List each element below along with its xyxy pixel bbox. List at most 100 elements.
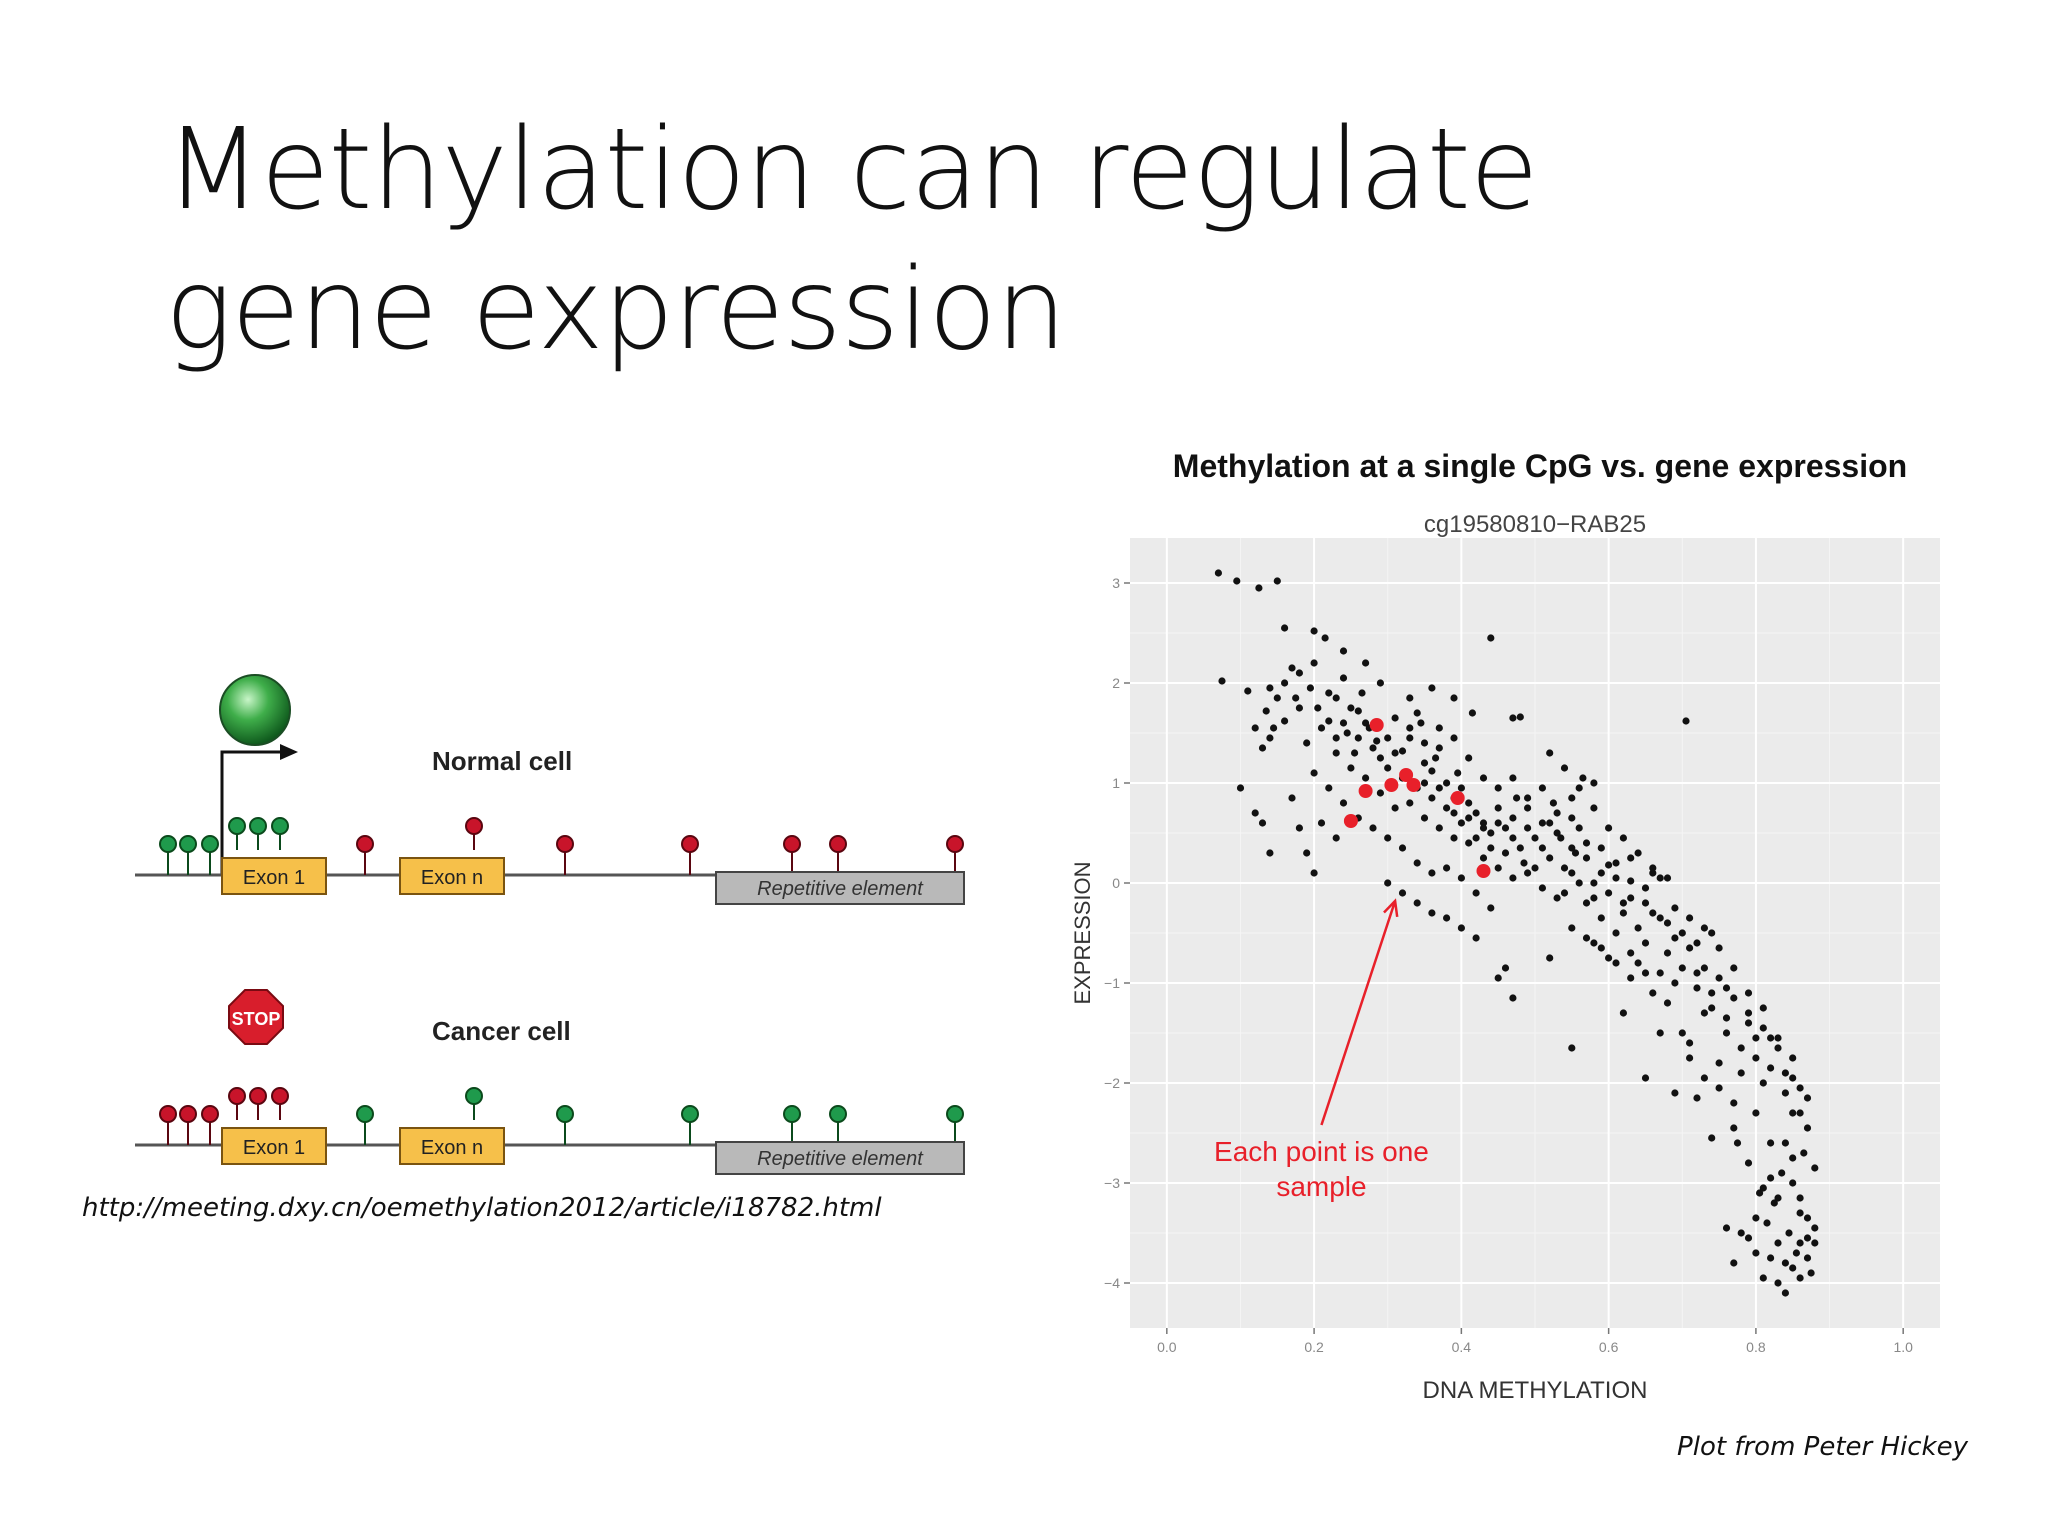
methylated-cpg-icon <box>159 1087 289 1145</box>
data-point <box>1273 694 1281 702</box>
data-point <box>1450 734 1458 742</box>
highlighted-data-point <box>1406 778 1421 792</box>
data-point <box>1568 869 1576 877</box>
data-point <box>1520 859 1528 867</box>
data-point <box>1722 984 1731 992</box>
data-point <box>1759 1079 1767 1087</box>
data-point <box>1479 854 1488 862</box>
data-point <box>1524 794 1532 802</box>
data-point <box>1619 909 1627 917</box>
data-point <box>1634 959 1642 967</box>
data-point <box>1332 834 1340 842</box>
data-point <box>1339 647 1348 655</box>
data-point <box>1413 899 1421 907</box>
data-point <box>1678 1029 1686 1037</box>
data-point <box>1516 713 1524 721</box>
data-point <box>1796 1084 1804 1092</box>
data-point <box>1730 994 1738 1002</box>
data-point <box>1730 1259 1738 1267</box>
data-point <box>1715 1084 1723 1092</box>
data-point <box>1619 1009 1627 1017</box>
data-point <box>1384 734 1392 742</box>
y-tick-label: −4 <box>1104 1275 1120 1291</box>
data-point <box>1582 854 1591 862</box>
data-point <box>1428 909 1436 917</box>
data-point <box>1605 824 1613 832</box>
data-point <box>1524 824 1532 832</box>
data-point <box>1759 1184 1767 1192</box>
data-point <box>1468 709 1476 717</box>
data-point <box>1774 1279 1782 1287</box>
data-point <box>1612 859 1620 867</box>
data-point <box>1531 864 1539 872</box>
y-tick-label: 0 <box>1112 875 1120 891</box>
repetitive-element-box <box>715 1141 965 1175</box>
chart-title: Methylation at a single CpG vs. gene exp… <box>1172 448 1908 484</box>
highlighted-data-point <box>1369 718 1384 732</box>
data-point <box>1306 684 1314 692</box>
data-point <box>1605 861 1613 869</box>
data-point <box>1774 1044 1782 1052</box>
data-point <box>1597 944 1605 952</box>
data-point <box>1214 569 1222 577</box>
data-point <box>1582 934 1591 942</box>
data-point <box>1398 889 1407 897</box>
data-point <box>1781 1069 1789 1077</box>
data-point <box>1292 694 1300 702</box>
data-point <box>1317 724 1326 732</box>
data-point <box>1465 754 1473 762</box>
data-point <box>1715 944 1723 952</box>
annotation-arrow <box>1320 900 1397 1126</box>
methylation-diagram: Normal cell Exon 1 Exon n Repetitive ele… <box>135 674 965 1175</box>
slide-title-line-2: gene expression <box>165 245 1067 375</box>
data-point <box>1590 779 1598 787</box>
data-point <box>1494 974 1502 982</box>
data-point <box>1457 874 1465 882</box>
data-point <box>1236 784 1245 792</box>
data-point <box>1568 814 1576 822</box>
repetitive-element-label: Repetitive element <box>757 878 924 900</box>
data-point <box>1266 734 1274 742</box>
data-point <box>1590 894 1598 902</box>
data-point <box>1509 774 1517 782</box>
data-point <box>1774 1034 1782 1042</box>
data-point <box>1266 849 1274 857</box>
data-point <box>1686 1039 1694 1047</box>
x-tick-label: 0.2 <box>1304 1339 1324 1355</box>
data-point <box>1649 869 1657 877</box>
data-point <box>1465 814 1473 822</box>
data-point <box>1800 1149 1808 1157</box>
data-point <box>1391 804 1399 812</box>
data-point <box>1479 824 1488 832</box>
data-point <box>1501 964 1510 972</box>
data-point <box>1339 799 1348 807</box>
data-point <box>1752 1054 1760 1062</box>
data-point <box>1744 1234 1753 1242</box>
data-point <box>1796 1239 1804 1247</box>
data-point <box>1686 914 1694 922</box>
data-point <box>1420 759 1429 767</box>
x-tick-label: 0.8 <box>1746 1339 1766 1355</box>
data-point <box>1612 874 1620 882</box>
data-point <box>1472 934 1480 942</box>
data-point <box>1590 939 1598 947</box>
data-point <box>1358 689 1366 697</box>
exon-1-box <box>221 1127 327 1165</box>
data-point <box>1641 969 1650 977</box>
data-point <box>1457 819 1465 827</box>
data-point <box>1663 919 1672 927</box>
data-point <box>1789 1264 1797 1272</box>
data-point <box>1509 814 1517 822</box>
data-point <box>1310 659 1318 667</box>
data-point <box>1803 1234 1812 1242</box>
data-point <box>1763 1219 1771 1227</box>
data-point <box>1373 737 1381 745</box>
data-point <box>1560 889 1569 897</box>
data-point <box>1656 874 1664 882</box>
data-point <box>1325 717 1333 725</box>
data-point <box>1641 939 1650 947</box>
transcription-arrow-icon <box>220 750 280 875</box>
data-point <box>1347 764 1355 772</box>
annotation-arrow-head <box>1383 898 1399 918</box>
data-point <box>1325 784 1333 792</box>
